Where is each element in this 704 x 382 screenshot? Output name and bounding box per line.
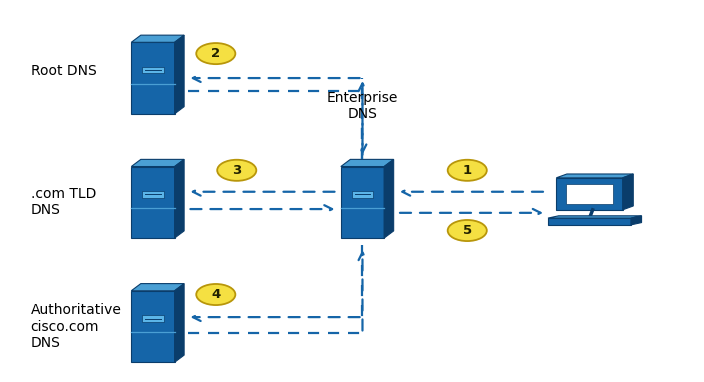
Text: 1: 1: [463, 164, 472, 177]
Polygon shape: [556, 178, 622, 210]
Circle shape: [218, 160, 256, 181]
Polygon shape: [548, 216, 641, 218]
Polygon shape: [131, 167, 175, 238]
Text: Root DNS: Root DNS: [31, 63, 96, 78]
Circle shape: [448, 160, 486, 181]
Circle shape: [448, 220, 486, 241]
Text: 4: 4: [211, 288, 220, 301]
Polygon shape: [352, 191, 373, 197]
Polygon shape: [175, 283, 184, 362]
Polygon shape: [566, 184, 612, 204]
Text: 3: 3: [232, 164, 241, 177]
Polygon shape: [131, 283, 184, 291]
Text: .com TLD
DNS: .com TLD DNS: [31, 187, 96, 217]
Polygon shape: [131, 42, 175, 114]
Text: 2: 2: [211, 47, 220, 60]
Text: Enterprise
DNS: Enterprise DNS: [327, 91, 398, 121]
Polygon shape: [131, 291, 175, 362]
Polygon shape: [341, 167, 384, 238]
Polygon shape: [142, 316, 164, 322]
Polygon shape: [142, 191, 164, 197]
Text: Authoritative
cisco.com
DNS: Authoritative cisco.com DNS: [31, 303, 122, 350]
Polygon shape: [556, 174, 634, 178]
Polygon shape: [142, 67, 164, 73]
Polygon shape: [548, 218, 631, 225]
Polygon shape: [131, 35, 184, 42]
Polygon shape: [175, 35, 184, 114]
Circle shape: [196, 284, 235, 305]
Text: 5: 5: [463, 224, 472, 237]
Polygon shape: [631, 216, 641, 225]
Circle shape: [196, 43, 235, 64]
Polygon shape: [384, 159, 394, 238]
Polygon shape: [131, 159, 184, 167]
Polygon shape: [341, 159, 394, 167]
Polygon shape: [175, 159, 184, 238]
Polygon shape: [622, 174, 634, 210]
